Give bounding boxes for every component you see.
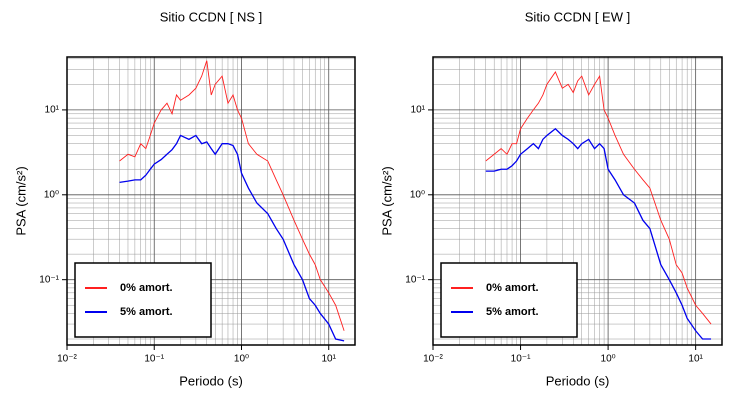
chart-title: Sitio CCDN [ EW ] — [525, 9, 630, 24]
y-axis-label: PSA (cm/s²) — [13, 166, 28, 235]
plot-frame — [66, 56, 356, 346]
x-tick-label: 10⁻² — [57, 354, 77, 365]
x-tick-label: 10¹ — [688, 354, 703, 365]
legend-label: 0% amort. — [120, 282, 173, 294]
y-tick-label: 10⁰ — [44, 189, 59, 200]
x-axis-label: Periodo (s) — [179, 373, 243, 388]
y-tick-label: 10¹ — [45, 105, 60, 116]
y-tick-label: 10⁻¹ — [405, 274, 425, 285]
x-tick-label: 10⁻¹ — [511, 354, 531, 365]
plot: 10⁻² 10⁻¹ 10⁰ 10¹ 10⁻¹ 10⁰ 10¹ 0% amort. 5% amor… — [13, 9, 356, 388]
series-line — [485, 71, 712, 325]
y-tick-label: 10⁻¹ — [39, 274, 59, 285]
y-tick-label: 10¹ — [411, 105, 426, 116]
y-tick-label: 10⁰ — [410, 189, 425, 200]
plot: 10⁻² 10⁻¹ 10⁰ 10¹ 10⁻¹ 10⁰ 10¹ 0% amort. 5% amor… — [379, 9, 723, 388]
legend-label: 5% amort. — [120, 306, 173, 318]
x-tick-label: 10⁰ — [601, 354, 616, 365]
x-axis-label: Periodo (s) — [546, 373, 610, 388]
series-line — [485, 127, 712, 340]
x-tick-label: 10⁰ — [234, 354, 249, 365]
legend-box — [74, 262, 212, 338]
series-line — [119, 60, 345, 331]
x-tick-label: 10⁻¹ — [144, 354, 164, 365]
series-line — [119, 134, 345, 342]
x-tick-label: 10⁻² — [423, 354, 443, 365]
plot-frame — [432, 56, 723, 346]
chart-title: Sitio CCDN [ NS ] — [160, 9, 263, 24]
legend-label: 0% amort. — [486, 282, 539, 294]
legend-label: 5% amort. — [486, 306, 539, 318]
x-tick-label: 10¹ — [322, 354, 337, 365]
y-axis-label: PSA (cm/s²) — [379, 166, 394, 235]
legend-box — [440, 262, 578, 338]
